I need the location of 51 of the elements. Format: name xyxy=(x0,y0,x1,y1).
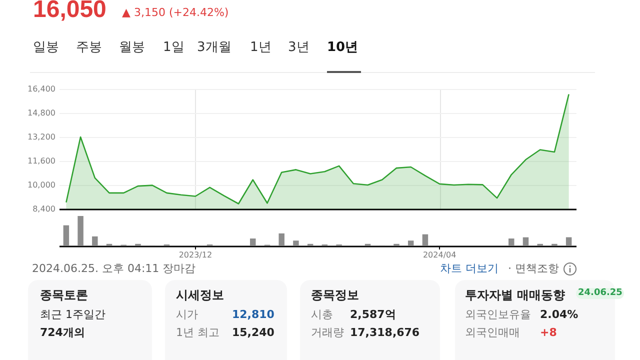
text: 3년 xyxy=(288,40,310,56)
text: 2024.06.25. 오후 04:11 장마감 xyxy=(32,262,196,276)
text: 16,050 xyxy=(33,0,106,23)
text: 종목정보 xyxy=(311,288,359,302)
text: 월봉 xyxy=(119,40,145,56)
text: 외국인보유율 xyxy=(465,308,531,322)
text: 시가 xyxy=(176,308,198,322)
x-tick-label: 2023/12 xyxy=(178,250,212,260)
text: 1년 xyxy=(250,40,272,56)
text: 1년 최고 xyxy=(176,326,220,340)
bar xyxy=(92,236,98,246)
text: 24.06.25 xyxy=(576,288,624,299)
bar xyxy=(63,225,70,246)
bar xyxy=(522,237,529,246)
x-tick-label: 2024/04 xyxy=(422,250,456,260)
text: 724개의 xyxy=(40,326,85,340)
bar xyxy=(508,238,514,246)
text: 17,318,676 xyxy=(350,326,420,340)
bar xyxy=(566,237,572,246)
text: 2,587억 xyxy=(350,308,396,322)
text: 15,240 xyxy=(232,326,274,340)
text: 2.04% xyxy=(540,308,578,322)
bar xyxy=(78,216,84,246)
bar xyxy=(408,240,414,246)
y-tick-label: 14,800 xyxy=(28,108,56,118)
text: 시총 xyxy=(311,308,333,322)
text: 일봉 xyxy=(33,40,59,56)
text: 차트 더보기 xyxy=(440,262,498,276)
text: 1일 xyxy=(163,40,184,56)
text: 3개월 xyxy=(197,40,232,56)
text: 12,810 xyxy=(232,308,274,322)
y-tick-label: 16,400 xyxy=(28,84,56,94)
y-tick-label: 13,200 xyxy=(28,132,56,142)
text: +8 xyxy=(540,326,557,340)
bar xyxy=(278,233,284,246)
text: 외국인매매 xyxy=(465,326,520,340)
bar xyxy=(422,234,428,246)
text: 주봉 xyxy=(76,40,102,56)
text: 투자자별 매매동향 xyxy=(465,288,566,302)
text: 종목토론 xyxy=(40,288,88,302)
bar xyxy=(293,240,299,246)
text: 거래량 xyxy=(311,326,344,340)
text: 10년 xyxy=(327,40,358,56)
y-tick-label: 11,600 xyxy=(28,156,56,166)
text: · 면책조항 xyxy=(508,262,559,276)
text: 시세정보 xyxy=(176,288,224,302)
text: ▲ 3,150 (+24.42%) xyxy=(122,6,229,20)
y-tick-label: 8,400 xyxy=(32,204,56,214)
bar xyxy=(250,238,256,246)
y-tick-label: 10,000 xyxy=(28,180,56,190)
text: 최근 1주일간 xyxy=(40,308,106,322)
